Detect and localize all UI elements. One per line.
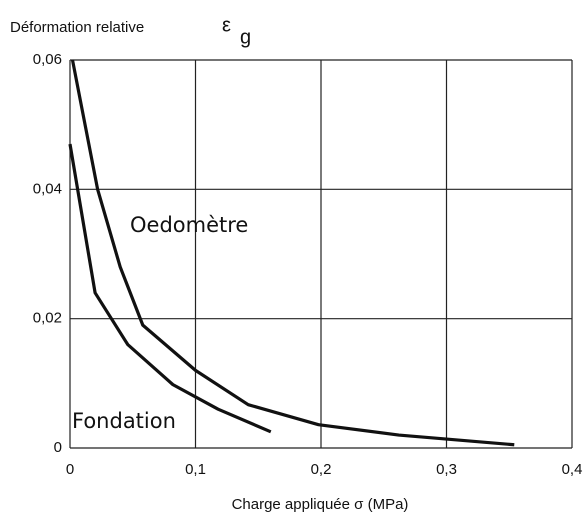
y-axis-subscript: g (240, 26, 251, 48)
data-line (68, 143, 272, 434)
y-tick-label: 0,06 (33, 51, 62, 68)
x-tick-label: 0,3 (436, 461, 457, 478)
y-tick-label: 0,02 (33, 310, 62, 327)
x-tick-label: 0,4 (562, 461, 583, 478)
x-tick-label: 0 (66, 461, 74, 478)
x-axis-label: Charge appliquée σ (MPa) (232, 496, 409, 513)
series-label: Oedomètre (130, 213, 248, 237)
y-axis-label: Déformation relative (10, 19, 144, 36)
y-tick-label: 0,04 (33, 180, 62, 197)
series-label: Fondation (72, 409, 176, 433)
x-tick-label: 0,2 (311, 461, 332, 478)
y-tick-label: 0 (54, 439, 62, 456)
x-tick-label: 0,1 (185, 461, 206, 478)
y-axis-symbol: ε (222, 14, 231, 36)
data-line (70, 59, 515, 447)
